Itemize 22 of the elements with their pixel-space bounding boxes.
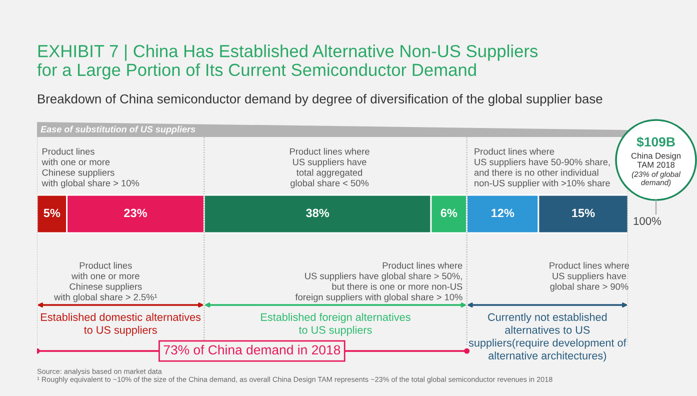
text: Product lines where US suppliers have 50-90% share, and there is no other individual non-US supplier with >10% share [474,148,610,188]
text: Currently not established alternatives to US suppliers(require development of alternative architectures) [468,313,626,362]
data-label: 15% [572,208,595,218]
text: Established foreign alternatives to US suppliers [261,313,410,336]
data-label: 5% [44,208,60,218]
text: Established domestic alternatives to US suppliers [41,313,201,336]
data-label: 12% [492,208,514,218]
chart-subtitle: Breakdown of China semiconductor demand by degree of diversification of the global supplier base [38,94,602,106]
text: $109B [636,136,675,148]
data-label: 23% [124,208,148,218]
data-label: 6% [440,208,458,218]
text: 73% of China demand in 2018 [164,344,340,355]
chart-title: EXHIBIT 7 | China Has Established Alternative Non-US Suppliers for a Large Portion of Its Current Semiconductor Demand [37,44,538,80]
text: Product lines with one or more Chinese suppliers with global share > 2.5%¹ [54,262,158,302]
text: Ease of substitution of US suppliers [40,126,196,134]
text: Product lines where US suppliers have global share > 50%, but there is one or more non-US foreign suppliers with global share > 10% [295,262,462,302]
text: Product lines where US suppliers have total aggregated global share < 50% [290,148,370,188]
text: Product lines where US suppliers have global share > 90% [550,262,630,292]
text: Product lines with one or more Chinese suppliers with global share > 10% [42,148,140,188]
text: China Design TAM 2018 [631,152,680,168]
data-label: 38% [306,208,330,218]
text: 100% [634,217,662,225]
